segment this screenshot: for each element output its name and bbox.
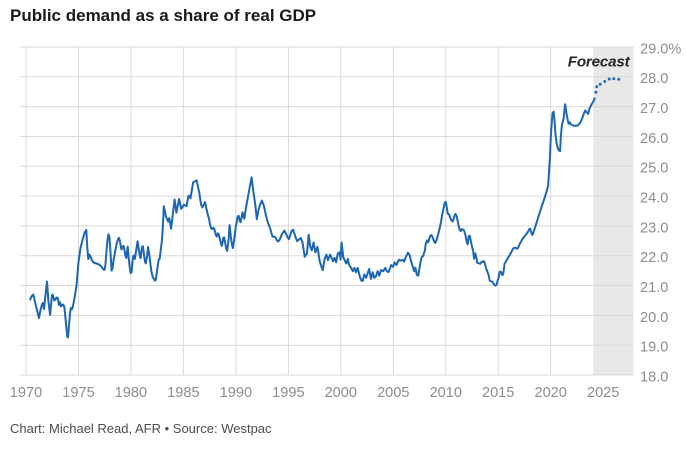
svg-text:18.0: 18.0: [640, 369, 668, 385]
svg-text:20.0: 20.0: [640, 310, 668, 326]
svg-text:23.0: 23.0: [640, 220, 668, 236]
svg-text:2000: 2000: [325, 385, 357, 401]
svg-text:25.0: 25.0: [640, 161, 668, 177]
svg-text:21.0: 21.0: [640, 280, 668, 296]
svg-text:2005: 2005: [377, 385, 409, 401]
svg-text:1985: 1985: [167, 385, 199, 401]
svg-text:19.0: 19.0: [640, 340, 668, 356]
svg-text:1975: 1975: [62, 385, 94, 401]
svg-text:1980: 1980: [115, 385, 147, 401]
svg-text:26.0: 26.0: [640, 131, 668, 147]
svg-text:2020: 2020: [534, 385, 566, 401]
svg-text:1995: 1995: [272, 385, 304, 401]
svg-text:22.0: 22.0: [640, 250, 668, 266]
svg-text:1990: 1990: [220, 385, 252, 401]
svg-text:2025: 2025: [587, 385, 619, 401]
svg-text:27.0: 27.0: [640, 101, 668, 117]
svg-text:29.0%: 29.0%: [640, 41, 681, 57]
svg-text:2015: 2015: [482, 385, 514, 401]
svg-text:Forecast: Forecast: [568, 54, 631, 71]
svg-text:28.0: 28.0: [640, 71, 668, 87]
svg-text:24.0: 24.0: [640, 191, 668, 207]
svg-text:1970: 1970: [10, 385, 42, 401]
svg-text:2010: 2010: [430, 385, 462, 401]
